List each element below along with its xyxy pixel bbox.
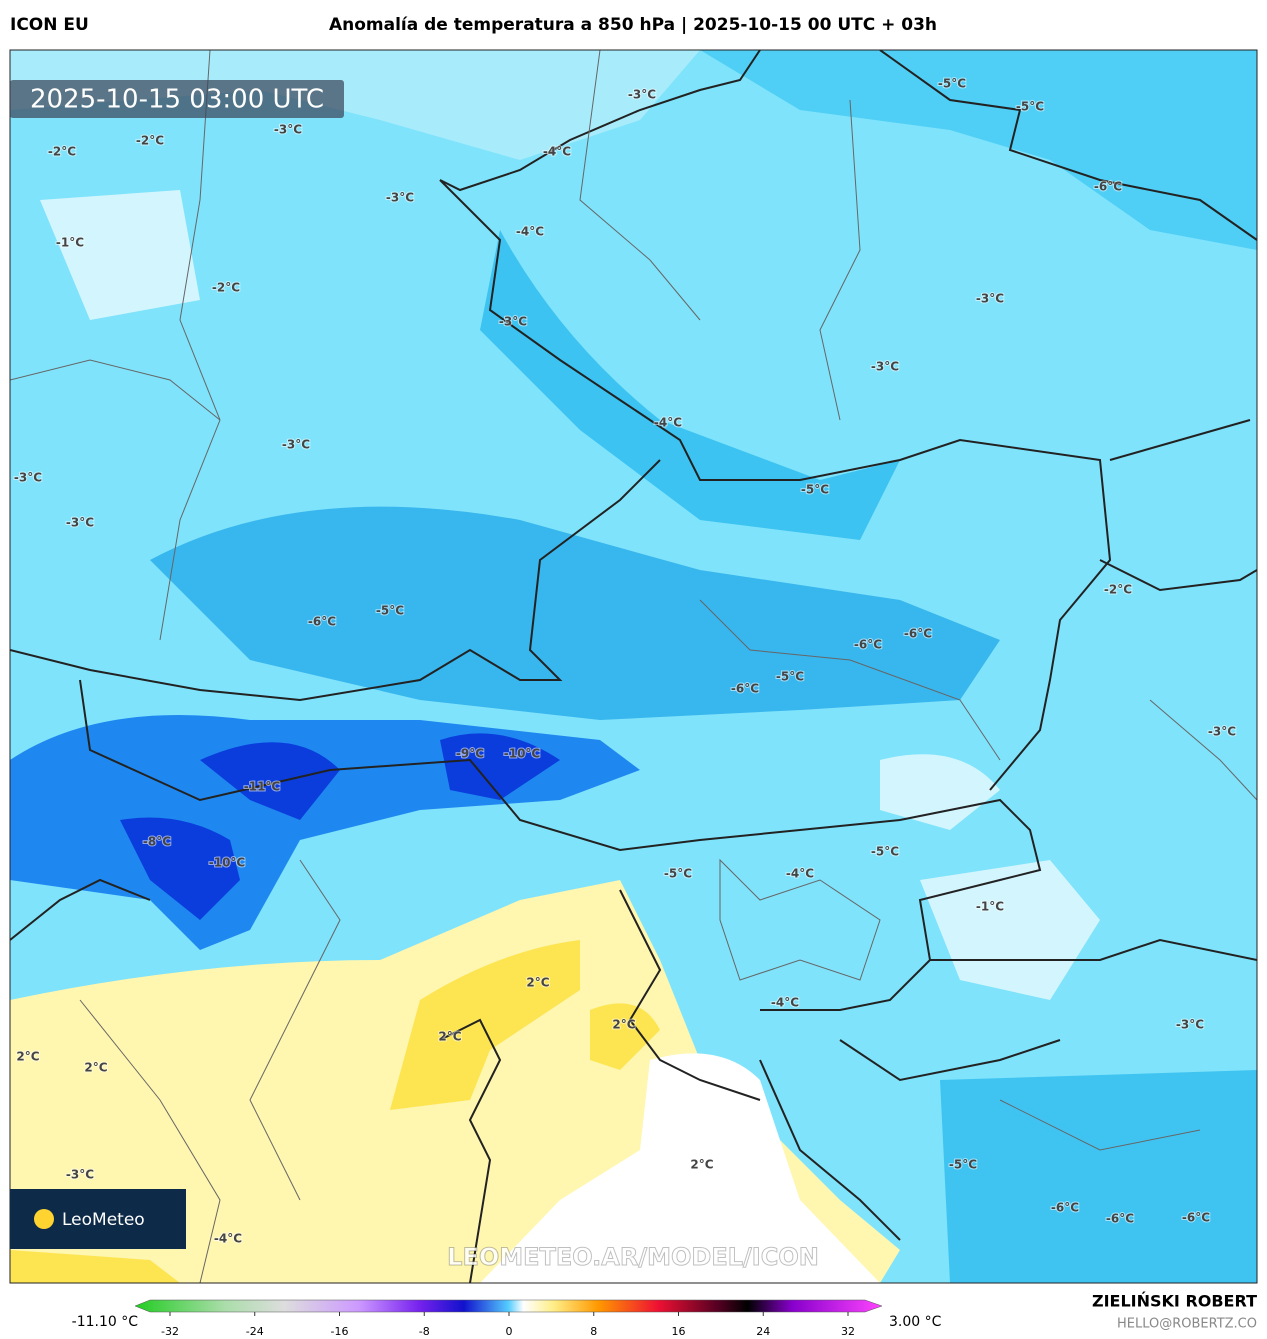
contour-label: -5°C xyxy=(801,483,829,497)
contour-label: -5°C xyxy=(376,604,404,618)
contour-label: 2°C xyxy=(16,1050,39,1064)
logo-sun xyxy=(34,1209,54,1229)
contour-label: -2°C xyxy=(212,281,240,295)
contour-label: 2°C xyxy=(526,976,549,990)
colorbar-tick-label: -24 xyxy=(246,1325,264,1338)
contour-label: -6°C xyxy=(1182,1211,1210,1225)
contour-label: -4°C xyxy=(771,996,799,1010)
contour-label: -3°C xyxy=(976,292,1004,306)
colorbar-tick-label: -32 xyxy=(161,1325,179,1338)
contour-label: -5°C xyxy=(871,845,899,859)
contour-label: -3°C xyxy=(1208,725,1236,739)
field xyxy=(940,1070,1257,1283)
field xyxy=(120,733,560,920)
contour-label: -3°C xyxy=(499,315,527,329)
map-title: Anomalía de temperatura a 850 hPa | 2025… xyxy=(329,15,937,35)
contour-label: -3°C xyxy=(66,1168,94,1182)
contour-label: -4°C xyxy=(214,1232,242,1246)
contour-label: -3°C xyxy=(274,123,302,137)
contour-label: -6°C xyxy=(1094,180,1122,194)
colorbar-ticks: -32 -24 -16 -8 0 8 16 24 32 xyxy=(161,1312,855,1338)
contour-label: -3°C xyxy=(386,191,414,205)
borders xyxy=(10,50,1257,1283)
admin-borders xyxy=(10,50,1257,1283)
contour-label: -5°C xyxy=(1016,100,1044,114)
warm-field xyxy=(10,940,660,1283)
colorbar-tick-label: 32 xyxy=(841,1325,855,1338)
model-name: ICON EU xyxy=(10,15,89,35)
contour-label: -10°C xyxy=(209,856,246,870)
contour-label: -3°C xyxy=(628,88,656,102)
colorbar xyxy=(134,1299,883,1313)
contour-label: 2°C xyxy=(438,1030,461,1044)
contour-label: -5°C xyxy=(938,77,966,91)
colorbar-tick-label: -8 xyxy=(419,1325,430,1338)
contour-label: -11°C xyxy=(244,780,281,794)
sea xyxy=(480,1053,880,1283)
timestamp: 2025-10-15 03:00 UTC xyxy=(30,85,324,115)
map-area: -2°C -2°C -3°C -3°C -5°C -5°C -4°C -3°C -4°C -6°C… xyxy=(10,50,1257,1283)
email: HELLO@ROBERTZ.CO xyxy=(1117,1317,1257,1332)
colorbar-max-label: 3.00 °C xyxy=(889,1314,942,1330)
contour-label: -1°C xyxy=(976,900,1004,914)
contour-label: -4°C xyxy=(516,225,544,239)
field xyxy=(700,50,1257,250)
contour-label: -1°C xyxy=(56,236,84,250)
author: ZIELIŃSKI ROBERT xyxy=(1092,1292,1257,1311)
colorbar-tick-label: 0 xyxy=(506,1325,513,1338)
contour-label: -6°C xyxy=(1051,1201,1079,1215)
contour-label: -6°C xyxy=(308,615,336,629)
contour-label: -10°C xyxy=(504,747,541,761)
field xyxy=(150,506,1000,720)
field xyxy=(480,230,900,540)
contour-label: -5°C xyxy=(776,670,804,684)
contour-label: 2°C xyxy=(84,1061,107,1075)
contour-label: 2°C xyxy=(690,1158,713,1172)
contour-labels: -2°C -2°C -3°C -3°C -5°C -5°C -4°C -3°C -4°C -6°C… xyxy=(13,76,1237,1247)
contour-label: 2°C xyxy=(612,1018,635,1032)
watermark: LEOMETEO.AR/MODEL/ICON xyxy=(447,1243,819,1271)
contour-label: -3°C xyxy=(282,438,310,452)
contour-label: -2°C xyxy=(48,145,76,159)
contour-label: -2°C xyxy=(136,134,164,148)
contour-label: -5°C xyxy=(664,867,692,881)
colorbar-tick-label: 16 xyxy=(672,1325,686,1338)
timestamp-box xyxy=(10,80,344,118)
contour-label: -3°C xyxy=(871,360,899,374)
contour-label: -6°C xyxy=(731,682,759,696)
contour-label: -9°C xyxy=(456,747,484,761)
contour-label: -3°C xyxy=(14,471,42,485)
contour-label: -3°C xyxy=(1176,1018,1204,1032)
contour-label: -4°C xyxy=(654,416,682,430)
contour-label: -4°C xyxy=(543,145,571,159)
lighter-field xyxy=(10,50,700,160)
colorbar-tick-label: 8 xyxy=(590,1325,597,1338)
contour-label: -2°C xyxy=(1104,583,1132,597)
contour-label: -8°C xyxy=(143,835,171,849)
colorbar-min-label: -11.10 °C xyxy=(72,1314,139,1330)
contour-label: -5°C xyxy=(949,1158,977,1172)
contour-label: -4°C xyxy=(786,867,814,881)
colorbar-tick-label: -16 xyxy=(331,1325,349,1338)
contour-label: -6°C xyxy=(904,627,932,641)
contour-label: -6°C xyxy=(1106,1212,1134,1226)
contour-label: -6°C xyxy=(854,638,882,652)
logo-text: LeoMeteo xyxy=(62,1210,145,1230)
contour-label: -3°C xyxy=(66,516,94,530)
pale-field xyxy=(40,190,1100,1000)
map-frame xyxy=(9,49,1258,1284)
colorbar-tick-label: 24 xyxy=(756,1325,770,1338)
